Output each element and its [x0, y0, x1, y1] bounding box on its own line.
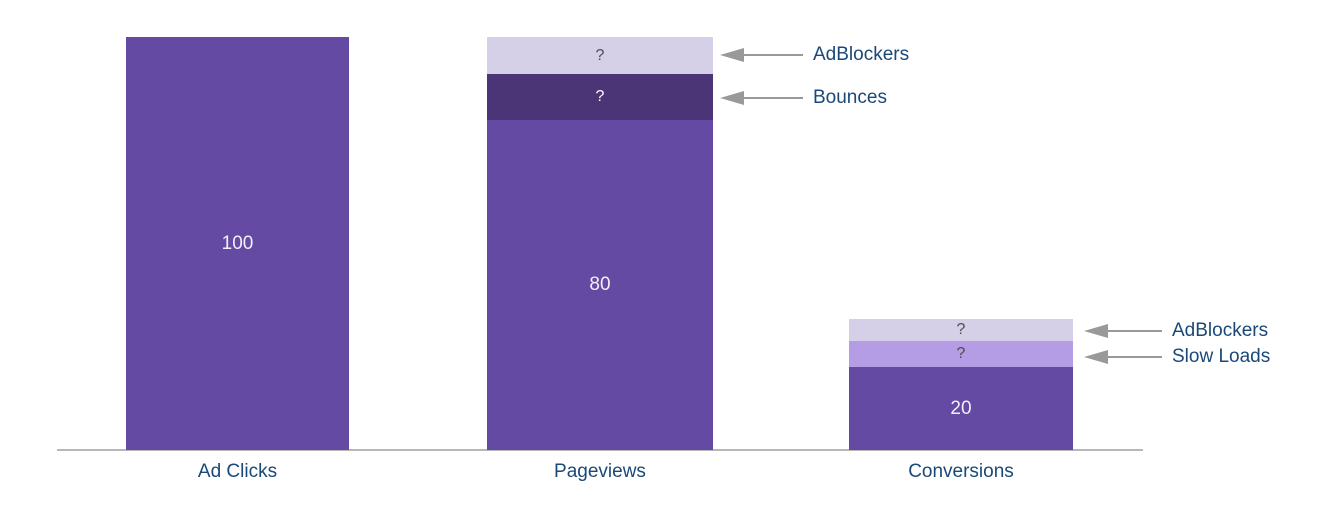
- callout-label-slow-loads: Slow Loads: [1172, 346, 1271, 367]
- callout-arrow-icon: [1084, 350, 1108, 364]
- bar-segment-conversions-slow-loads: ?: [849, 341, 1073, 368]
- bar-segment-pageviews-pageviews: 80: [487, 119, 713, 450]
- callout-arrow-line: [1104, 330, 1162, 332]
- segment-value-label: ?: [956, 321, 966, 339]
- callout-arrow-icon: [720, 91, 744, 105]
- callout-label-bounces: Bounces: [813, 87, 887, 108]
- segment-value-label: 80: [589, 274, 611, 296]
- category-label-conversions: Conversions: [908, 461, 1014, 482]
- bar-segment-pageviews-bounces: ?: [487, 74, 713, 120]
- segment-value-label: 100: [221, 233, 254, 254]
- x-axis-line: [57, 449, 1143, 451]
- callout-arrow-icon: [720, 48, 744, 62]
- callout-arrow-icon: [1084, 324, 1108, 338]
- callout-arrow-line: [740, 97, 803, 99]
- segment-value-label: ?: [595, 46, 605, 64]
- callout-label-adblockers: AdBlockers: [1172, 320, 1269, 341]
- bar-segment-conversions-adblockers: ?: [849, 319, 1073, 342]
- category-label-ad-clicks: Ad Clicks: [197, 461, 278, 482]
- category-label-pageviews: Pageviews: [554, 461, 646, 482]
- bar-segment-ad-clicks-ad-clicks: 100: [126, 37, 349, 450]
- segment-value-label: ?: [595, 87, 605, 105]
- callout-arrow-line: [1104, 356, 1162, 358]
- bar-segment-pageviews-adblockers: ?: [487, 37, 713, 75]
- segment-value-label: 20: [950, 398, 972, 420]
- bar-segment-conversions-conversions: 20: [849, 367, 1073, 450]
- callout-arrow-line: [740, 54, 803, 56]
- segment-value-label: ?: [956, 345, 966, 363]
- callout-label-adblockers: AdBlockers: [813, 44, 910, 65]
